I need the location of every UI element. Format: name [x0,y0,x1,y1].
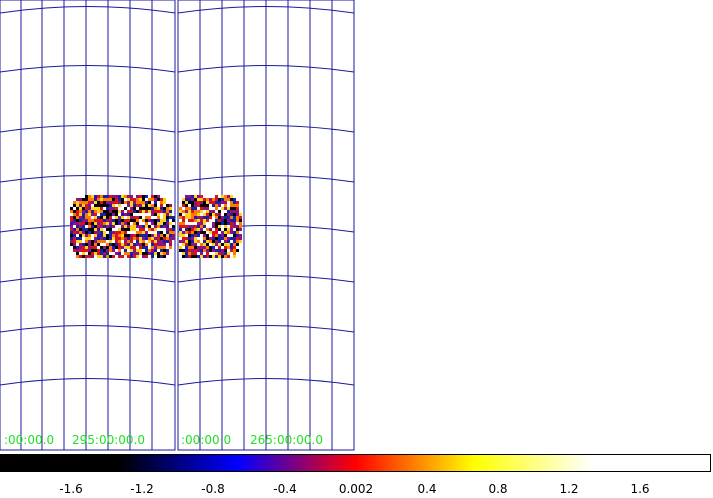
image-viewer[interactable]: :00:00.0 295:00:00.0 :00:00.0 265:00:00.… [0,0,713,454]
coord-label-left-2: 295:00:00.0 [72,433,145,447]
colorbar-tick: 1.2 [559,482,579,496]
coord-label-right-1: :00:00.0 [181,433,231,447]
colorbar-tick: 0.4 [417,482,437,496]
panel-left[interactable]: :00:00.0 295:00:00.0 [0,0,176,451]
colorbar-tick: 0.002 [338,482,374,496]
coord-label-left-1: :00:00.0 [4,433,54,447]
colorbar-tick: 0.8 [488,482,508,496]
colorbar-tick: -1.2 [130,482,154,496]
panel-right[interactable]: :00:00.0 265:00:00.0 [177,0,355,451]
colorbar-tick: -0.8 [201,482,225,496]
data-blob-right [179,195,242,258]
colorbar-tick: -0.4 [273,482,297,496]
colorbar-tick: 1.6 [630,482,650,496]
coord-label-right-2: 265:00:00.0 [250,433,323,447]
colorbar-tick: -1.6 [59,482,83,496]
data-blob-left [70,195,175,258]
colorbar [0,454,711,472]
